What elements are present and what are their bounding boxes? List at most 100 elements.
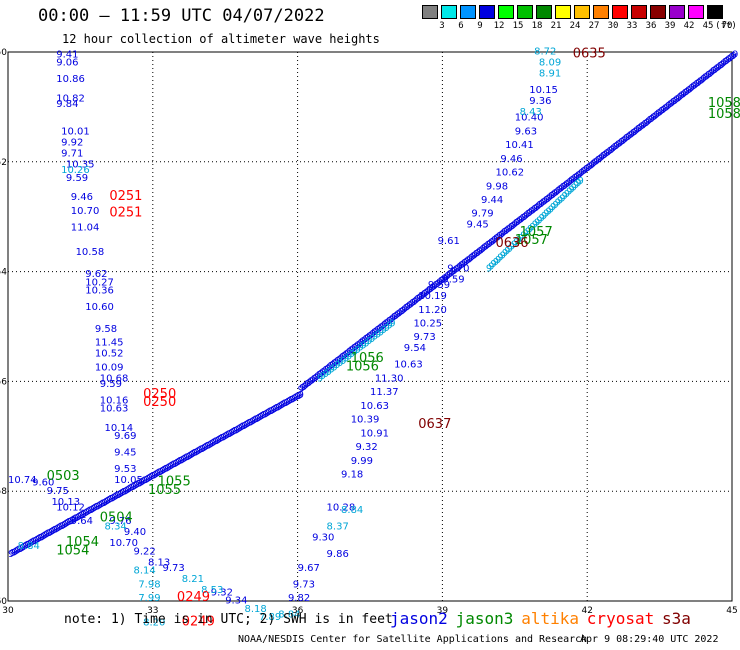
descending-track-mark: 9 (146, 473, 152, 484)
wave-height-label: 10.36 (85, 286, 114, 297)
descending-track-mark: 9 (680, 89, 686, 100)
descending-track-mark: 9 (585, 163, 591, 174)
descending-track-mark: 9 (349, 349, 355, 360)
descending-track-mark: 9 (732, 49, 738, 60)
legend-label: 36 (645, 21, 657, 31)
descending-track-mark: 9 (304, 379, 310, 390)
wave-height-label: 10.70 (109, 538, 138, 549)
descending-track-mark: 9 (22, 541, 28, 552)
descending-track-mark: 9 (199, 444, 205, 455)
descending-track-mark: 9 (320, 371, 326, 382)
descending-track-mark: 9 (138, 477, 144, 488)
pass-time-label: 0249 (182, 615, 215, 630)
pass-time-label: 0635 (573, 46, 606, 61)
descending-track-mark: 9 (363, 334, 369, 345)
descending-track-mark: 9 (11, 547, 17, 558)
wave-height-label: 9.62 (85, 269, 107, 280)
descending-track-mark: 9 (158, 467, 164, 478)
wave-height-label: 10.91 (360, 428, 389, 439)
descending-track-mark: 9 (627, 131, 633, 142)
descending-track-mark: 9 (220, 432, 226, 443)
descending-track-mark: 9 (366, 336, 372, 347)
descending-track-mark: 9 (500, 250, 506, 261)
wave-height-label: 9.59 (100, 379, 122, 390)
descending-track-mark: 9 (337, 358, 343, 369)
descending-track-mark: 9 (64, 518, 70, 529)
descending-track-mark: 9 (488, 261, 494, 272)
satellite-name: jason3 (455, 609, 514, 628)
wave-height-label: 9.53 (114, 464, 136, 475)
wave-height-label: 10.14 (105, 423, 134, 434)
descending-track-mark: 9 (374, 325, 380, 336)
wave-height-label: 9.06 (56, 58, 78, 69)
descending-track-mark: 9 (640, 120, 646, 131)
descending-track-mark: 9 (42, 531, 48, 542)
descending-track-mark: 9 (371, 328, 377, 339)
descending-track-mark: 9 (346, 347, 352, 358)
descending-track-mark: 9 (575, 171, 581, 182)
descending-track-mark: 9 (652, 111, 658, 122)
descending-track-mark: 9 (151, 470, 157, 481)
descending-track-mark: 9 (270, 405, 276, 416)
descending-track-mark: 9 (712, 65, 718, 76)
descending-track-mark: 9 (722, 57, 728, 68)
wave-height-label: 9.73 (293, 579, 315, 590)
descending-track-mark: 9 (61, 520, 67, 531)
descending-track-mark: 9 (710, 66, 716, 77)
legend-label: 21 (550, 21, 562, 31)
descending-track-mark: 9 (294, 392, 300, 403)
descending-track-mark: 9 (43, 530, 49, 541)
descending-track-mark: 9 (384, 317, 390, 328)
descending-track-mark: 9 (262, 409, 268, 420)
descending-track-mark: 9 (187, 451, 193, 462)
descending-track-mark: 9 (398, 307, 404, 318)
legend-swatch (650, 5, 666, 19)
lat-tick-label: -54 (0, 268, 7, 278)
descending-track-mark: 9 (37, 533, 43, 544)
descending-track-mark: 9 (607, 146, 613, 157)
descending-track-mark: 9 (513, 237, 519, 248)
descending-track-mark: 9 (463, 257, 469, 268)
legend-swatch (631, 5, 647, 19)
wave-height-label: 9.86 (327, 549, 349, 560)
descending-track-mark: 9 (164, 463, 170, 474)
descending-track-mark: 9 (68, 516, 74, 527)
descending-track-mark: 9 (408, 299, 414, 310)
descending-track-mark: 9 (381, 320, 387, 331)
legend-swatch (669, 5, 685, 19)
descending-track-mark: 9 (504, 246, 510, 257)
descending-track-mark: 9 (552, 189, 558, 200)
descending-track-mark: 9 (121, 487, 127, 498)
wave-height-label: 9.92 (61, 137, 83, 148)
descending-track-mark: 9 (343, 354, 349, 365)
descending-track-mark: 9 (401, 305, 407, 316)
descending-track-mark: 9 (301, 382, 307, 393)
wave-height-label: 9.32 (211, 588, 233, 599)
descending-track-mark: 9 (282, 399, 288, 410)
descending-track-mark: 9 (31, 537, 37, 548)
lon-tick-label: 45 (726, 606, 737, 616)
descending-track-mark: 9 (642, 119, 648, 130)
wave-height-label: 9.41 (56, 49, 78, 60)
descending-track-mark: 9 (605, 147, 611, 158)
descending-track-mark: 9 (280, 400, 286, 411)
wave-height-label: 9.67 (298, 563, 320, 574)
descending-track-mark: 9 (587, 162, 593, 173)
descending-track-mark: 9 (684, 87, 690, 98)
descending-track-mark: 9 (573, 172, 579, 183)
wave-height-label: 9.60 (32, 478, 54, 489)
descending-track-mark: 9 (133, 480, 139, 491)
descending-track-mark: 9 (527, 224, 533, 235)
descending-track-mark: 9 (34, 535, 40, 546)
descending-track-mark: 9 (540, 198, 546, 209)
descending-track-mark: 9 (389, 314, 395, 325)
descending-track-mark: 9 (340, 356, 346, 367)
descending-track-mark: 9 (214, 436, 220, 447)
descending-track-mark: 9 (521, 212, 527, 223)
descending-track-mark: 9 (201, 443, 207, 454)
descending-track-mark: 9 (580, 167, 586, 178)
legend-swatch (479, 5, 495, 19)
wave-height-label: 11.45 (95, 338, 124, 349)
descending-track-mark: 9 (355, 345, 361, 356)
pass-time-label: 0251 (109, 189, 142, 204)
